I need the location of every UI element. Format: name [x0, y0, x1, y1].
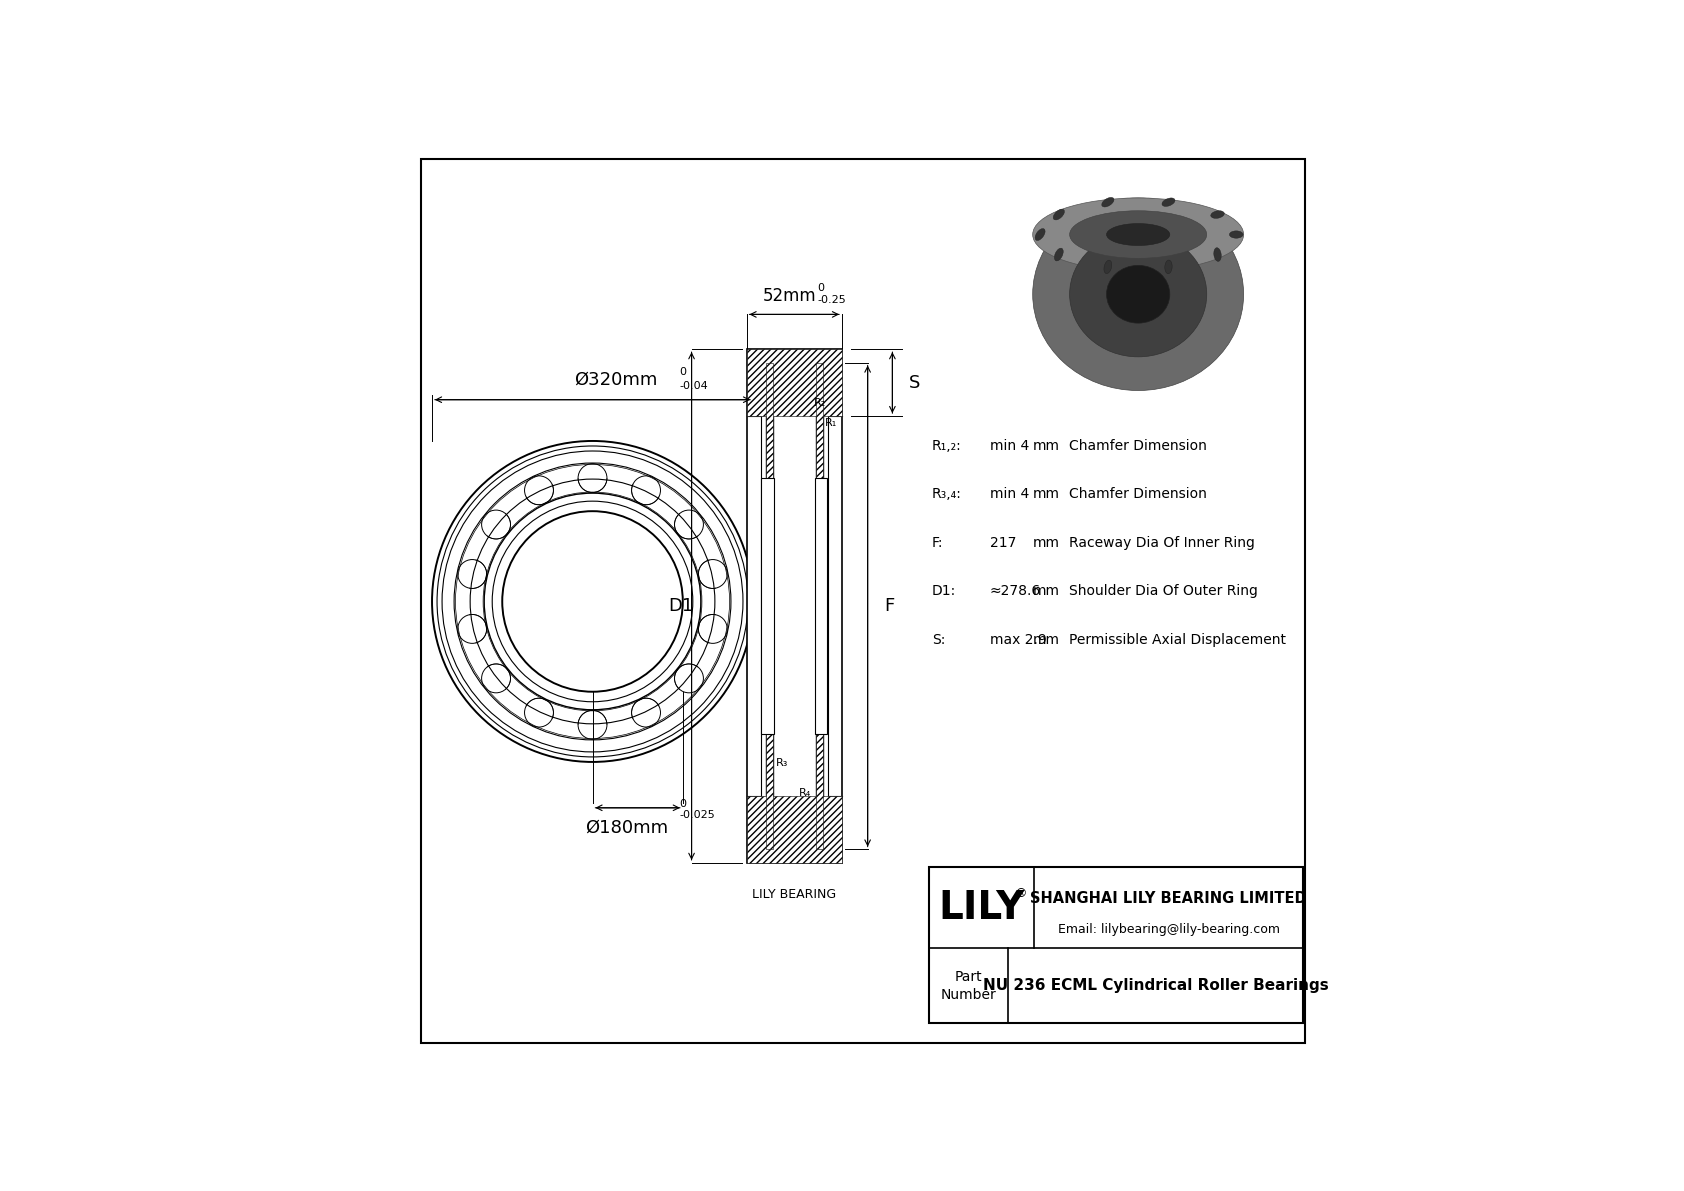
Text: S: S: [909, 374, 919, 392]
Text: F: F: [884, 597, 894, 615]
Text: S:: S:: [931, 632, 945, 647]
Text: R₁: R₁: [825, 418, 837, 428]
Text: R₁,₂:: R₁,₂:: [931, 438, 962, 453]
Bar: [815, 478, 827, 735]
Text: mm: mm: [1032, 585, 1059, 598]
Text: Part
Number: Part Number: [940, 969, 997, 1002]
Ellipse shape: [1032, 198, 1244, 391]
Ellipse shape: [1036, 229, 1046, 241]
Text: 0: 0: [679, 799, 685, 809]
Text: D1: D1: [669, 597, 694, 615]
Text: 0: 0: [817, 283, 823, 293]
Text: F:: F:: [931, 536, 943, 550]
Ellipse shape: [1052, 210, 1064, 220]
Text: Shoulder Dia Of Outer Ring: Shoulder Dia Of Outer Ring: [1069, 585, 1258, 598]
Text: max 2.9: max 2.9: [990, 632, 1046, 647]
Ellipse shape: [1162, 198, 1175, 206]
Ellipse shape: [1165, 260, 1172, 274]
Text: Chamfer Dimension: Chamfer Dimension: [1069, 438, 1207, 453]
Ellipse shape: [1101, 198, 1115, 207]
Text: NU 236 ECML Cylindrical Roller Bearings: NU 236 ECML Cylindrical Roller Bearings: [982, 978, 1329, 993]
Bar: [746, 349, 842, 862]
Ellipse shape: [1211, 211, 1224, 218]
Text: Permissible Axial Displacement: Permissible Axial Displacement: [1069, 632, 1287, 647]
Ellipse shape: [1105, 260, 1111, 274]
Text: mm: mm: [1032, 632, 1059, 647]
Bar: [746, 796, 842, 862]
Bar: [815, 362, 823, 849]
Text: mm: mm: [1032, 438, 1059, 453]
Text: 52mm: 52mm: [763, 287, 817, 305]
Text: Ø180mm: Ø180mm: [586, 818, 669, 837]
Text: ≈278.6: ≈278.6: [990, 585, 1041, 598]
Ellipse shape: [1106, 224, 1170, 245]
Text: ®: ®: [1014, 887, 1027, 900]
Ellipse shape: [1032, 198, 1244, 272]
Text: 0: 0: [680, 367, 687, 376]
Text: min 4: min 4: [990, 487, 1029, 501]
Ellipse shape: [1054, 248, 1063, 261]
Ellipse shape: [1214, 248, 1221, 261]
Bar: [773, 362, 815, 849]
Text: mm: mm: [1032, 536, 1059, 550]
Text: mm: mm: [1032, 487, 1059, 501]
Text: -0.04: -0.04: [680, 381, 709, 391]
Bar: [930, 867, 1303, 1023]
Text: Raceway Dia Of Inner Ring: Raceway Dia Of Inner Ring: [1069, 536, 1255, 550]
Text: -0.25: -0.25: [817, 295, 845, 305]
Text: 217: 217: [990, 536, 1015, 550]
Bar: [746, 349, 842, 416]
Bar: [766, 362, 823, 849]
Text: D1:: D1:: [931, 585, 957, 598]
Text: -0.025: -0.025: [679, 810, 714, 819]
Ellipse shape: [1106, 266, 1170, 323]
Text: Chamfer Dimension: Chamfer Dimension: [1069, 487, 1207, 501]
Text: R₃: R₃: [776, 757, 788, 768]
Ellipse shape: [1069, 231, 1207, 357]
Ellipse shape: [1229, 231, 1243, 238]
Text: R₄: R₄: [798, 787, 812, 798]
Text: Email: lilybearing@lily-bearing.com: Email: lilybearing@lily-bearing.com: [1058, 923, 1280, 936]
Text: LILY BEARING: LILY BEARING: [753, 888, 837, 902]
Bar: [766, 362, 773, 849]
Text: R₃,₄:: R₃,₄:: [931, 487, 962, 501]
Text: SHANGHAI LILY BEARING LIMITED: SHANGHAI LILY BEARING LIMITED: [1031, 891, 1307, 906]
Text: Ø320mm: Ø320mm: [574, 370, 657, 388]
Text: min 4: min 4: [990, 438, 1029, 453]
Text: R₂: R₂: [815, 398, 827, 407]
Text: LILY: LILY: [938, 888, 1024, 927]
Ellipse shape: [1069, 211, 1207, 258]
Bar: [761, 478, 773, 735]
